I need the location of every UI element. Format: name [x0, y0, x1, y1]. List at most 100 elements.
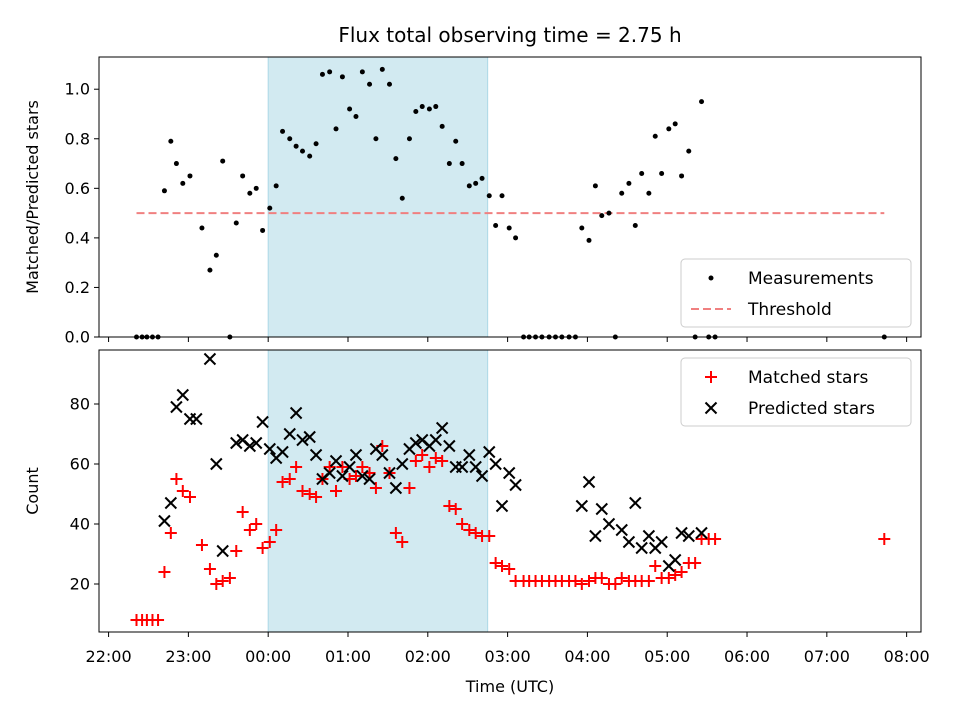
data-point — [313, 141, 319, 147]
data-point — [433, 104, 439, 110]
x-tick-label: 22:00 — [86, 647, 132, 666]
data-point — [486, 193, 492, 199]
data-point — [170, 400, 183, 414]
data-point — [367, 81, 373, 87]
data-point — [210, 457, 223, 471]
data-point — [283, 427, 296, 441]
data-point — [449, 503, 462, 515]
x-axis-label: Time (UTC) — [465, 677, 554, 696]
data-point — [606, 210, 612, 216]
data-point — [649, 560, 662, 572]
data-point — [679, 173, 685, 179]
data-point — [213, 252, 219, 258]
data-point — [672, 121, 678, 127]
data-point — [180, 180, 186, 186]
data-point — [256, 542, 269, 554]
legend-handle — [708, 275, 714, 281]
data-point — [499, 193, 505, 199]
data-point — [413, 109, 419, 115]
data-point — [575, 578, 588, 590]
data-point — [599, 213, 605, 219]
legend-handle — [704, 401, 718, 415]
data-point — [253, 185, 259, 191]
data-point — [183, 491, 196, 503]
data-point — [609, 578, 622, 590]
data-point — [267, 205, 273, 211]
data-point — [513, 235, 519, 241]
data-point — [216, 575, 229, 587]
data-point — [296, 433, 309, 447]
data-point — [426, 106, 432, 112]
data-point — [659, 170, 665, 176]
x-tick-label: 00:00 — [245, 647, 291, 666]
data-point — [439, 123, 445, 129]
data-point — [615, 572, 628, 584]
data-point — [509, 478, 522, 492]
plot-frame — [98, 56, 922, 338]
data-point — [233, 220, 239, 226]
data-point — [586, 237, 592, 243]
data-point — [263, 442, 276, 456]
y-tick-label: 40 — [70, 515, 90, 534]
data-point — [256, 415, 269, 429]
data-point — [373, 136, 379, 142]
data-point — [455, 460, 469, 474]
data-point — [190, 412, 203, 426]
data-point — [589, 529, 602, 543]
data-point — [619, 190, 625, 196]
data-point — [592, 183, 598, 189]
x-tick-label: 04:00 — [564, 647, 610, 666]
data-point — [595, 572, 608, 584]
data-point — [878, 533, 891, 545]
data-point — [273, 183, 279, 189]
data-point — [582, 475, 596, 489]
data-point — [686, 148, 692, 154]
data-point — [652, 133, 658, 139]
legend-box — [680, 258, 912, 328]
data-point — [363, 472, 376, 486]
data-point — [173, 161, 179, 167]
data-point — [339, 74, 345, 80]
data-point — [635, 541, 648, 555]
x-tick-label: 05:00 — [644, 647, 690, 666]
data-point — [483, 445, 496, 459]
data-point — [662, 572, 675, 584]
data-point — [695, 526, 708, 540]
data-point — [489, 557, 502, 569]
data-point — [336, 469, 349, 483]
y-tick-label: 0.8 — [65, 129, 90, 148]
data-point — [579, 225, 585, 231]
data-point — [443, 439, 456, 453]
data-point — [479, 175, 485, 181]
data-point — [161, 188, 167, 194]
data-point — [359, 69, 365, 75]
data-point — [629, 496, 642, 510]
data-point — [406, 136, 412, 142]
data-point — [356, 461, 369, 473]
legend-box — [680, 357, 912, 427]
data-point — [303, 488, 316, 500]
data-point — [666, 126, 672, 132]
y-tick-label: 60 — [70, 455, 90, 474]
data-point — [689, 557, 702, 569]
data-point — [622, 535, 636, 549]
x-tick-label: 03:00 — [485, 647, 531, 666]
data-point — [293, 143, 299, 149]
legend-label: Measurements — [748, 269, 874, 289]
data-point — [503, 563, 516, 575]
data-point — [483, 530, 496, 542]
data-point — [376, 448, 389, 462]
series-matched-stars — [130, 440, 891, 626]
data-point — [287, 136, 293, 142]
data-point — [347, 106, 353, 112]
data-point — [187, 173, 193, 179]
data-point — [393, 156, 399, 162]
data-point — [356, 469, 369, 483]
data-point — [419, 104, 425, 110]
data-point — [396, 457, 409, 471]
data-point — [280, 128, 286, 134]
data-point — [626, 180, 632, 186]
data-point — [349, 448, 363, 462]
data-point — [230, 545, 243, 557]
x-tick-label: 01:00 — [325, 647, 371, 666]
